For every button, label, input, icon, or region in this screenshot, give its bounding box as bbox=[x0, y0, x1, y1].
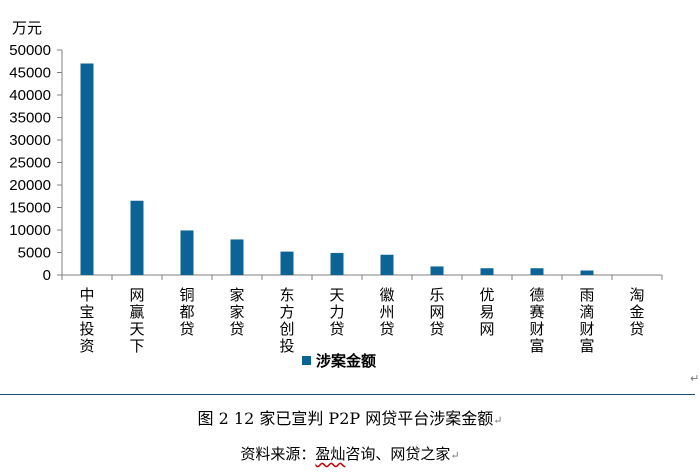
legend: 涉案金额 bbox=[302, 352, 376, 370]
divider-line bbox=[0, 394, 695, 395]
figure-source: 资料来源：盈灿咨询、网贷之家↵ bbox=[0, 443, 700, 464]
paragraph-mark: ↵ bbox=[690, 372, 700, 385]
legend-swatch bbox=[302, 356, 311, 365]
bar bbox=[80, 63, 94, 275]
x-category-label: 乐网贷 bbox=[429, 286, 444, 338]
y-tick-label: 0 bbox=[43, 267, 51, 284]
x-axis bbox=[61, 274, 663, 280]
caption-number: 12 bbox=[233, 409, 255, 428]
x-category-label: 铜都贷 bbox=[179, 286, 194, 338]
y-tick-label: 45000 bbox=[9, 65, 51, 82]
source-name-b: 咨询、网贷之家 bbox=[345, 445, 451, 463]
category-labels: 中宝投资 网赢天下 铜都贷 家家贷 东方创投 天力贷 徽州贷 乐网贷 优易网 德赛财富 雨滴财富 淘金… bbox=[79, 286, 644, 355]
x-category-label: 雨滴财富 bbox=[579, 286, 594, 355]
bar bbox=[130, 200, 144, 275]
x-category-label: 优易网 bbox=[479, 286, 494, 338]
bar bbox=[380, 254, 394, 275]
bar bbox=[180, 230, 194, 275]
bar bbox=[480, 268, 494, 275]
x-category-label: 网赢天下 bbox=[129, 286, 144, 355]
x-category-label: 家家贷 bbox=[229, 286, 244, 338]
y-tick-label: 10000 bbox=[9, 222, 51, 239]
source-label: 资料来源： bbox=[240, 445, 316, 463]
bar bbox=[530, 268, 544, 275]
y-axis: 0 5000 10000 15000 20000 25000 30000 35000 40000… bbox=[9, 42, 63, 284]
y-tick-label: 20000 bbox=[9, 177, 51, 194]
source-paragraph-mark: ↵ bbox=[450, 449, 460, 462]
x-category-label: 中宝投资 bbox=[79, 286, 94, 355]
y-tick-label: 35000 bbox=[9, 110, 51, 127]
bar bbox=[280, 251, 294, 275]
bar bbox=[580, 270, 594, 275]
x-category-label: 天力贷 bbox=[329, 286, 344, 338]
caption-text: 家已宣判 P2P 网贷平台涉案金额 bbox=[254, 409, 494, 428]
y-tick-label: 50000 bbox=[9, 42, 51, 59]
y-tick-label: 15000 bbox=[9, 200, 51, 217]
caption-prefix: 图 2 bbox=[197, 409, 234, 428]
source-name-a: 盈灿 bbox=[315, 445, 346, 463]
x-category-label: 淘金贷 bbox=[629, 286, 644, 338]
x-category-label: 徽州贷 bbox=[379, 286, 394, 338]
y-tick-label: 40000 bbox=[9, 87, 51, 104]
bar-series bbox=[80, 63, 594, 275]
caption-paragraph-mark: ↵ bbox=[493, 414, 503, 427]
bar bbox=[230, 239, 244, 275]
y-axis-unit-label: 万元 bbox=[12, 19, 42, 37]
y-tick-label: 25000 bbox=[9, 155, 51, 172]
y-tick-label: 30000 bbox=[9, 132, 51, 149]
y-tick-label: 5000 bbox=[18, 245, 51, 262]
legend-label: 涉案金额 bbox=[316, 352, 376, 370]
bar bbox=[330, 252, 344, 275]
x-category-label: 东方创投 bbox=[279, 286, 294, 355]
bar bbox=[430, 266, 444, 275]
figure-caption: 图 2 12 家已宣判 P2P 网贷平台涉案金额↵ bbox=[0, 405, 700, 429]
x-category-label: 德赛财富 bbox=[529, 286, 544, 355]
chart: 万元 0 5000 10000 15000 20000 25000 30000 35000 40… bbox=[9, 19, 663, 370]
